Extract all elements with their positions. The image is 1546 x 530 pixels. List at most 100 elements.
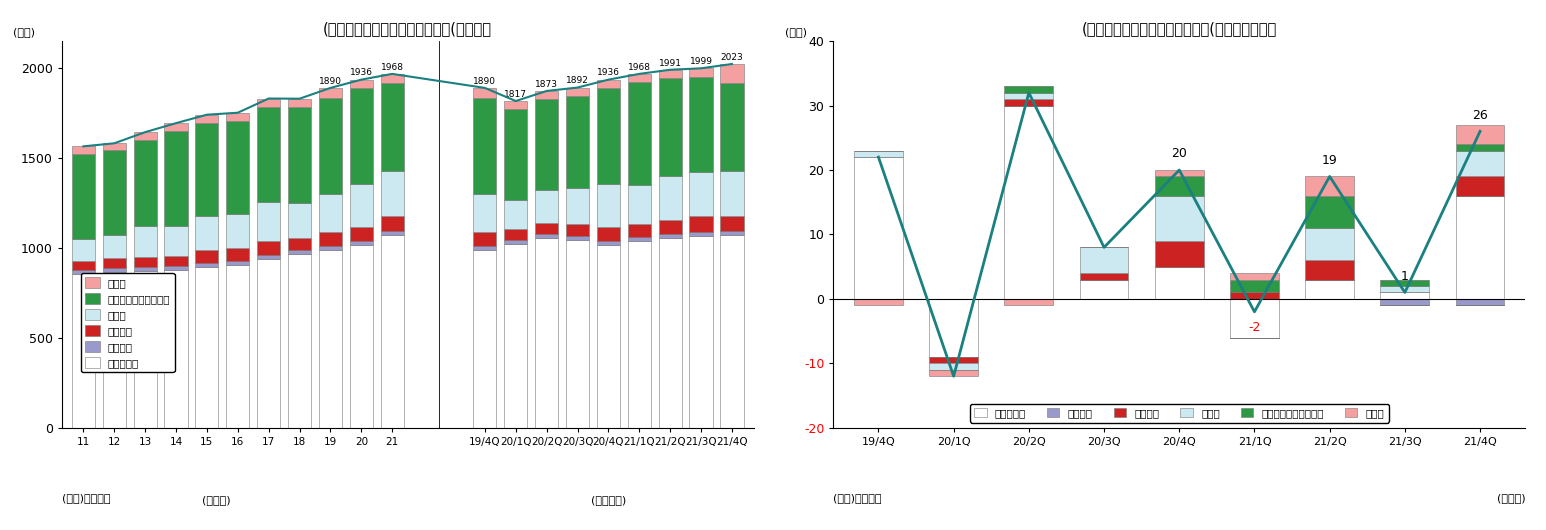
Bar: [473, 194, 496, 233]
Bar: [257, 259, 280, 428]
Title: (図表２）　家計の金融資産増減(フローの動き）: (図表２） 家計の金融資産増減(フローの動き）: [1082, 21, 1277, 36]
Bar: [1456, 144, 1504, 151]
Bar: [102, 235, 125, 258]
Bar: [71, 274, 94, 428]
Text: 1991: 1991: [659, 59, 682, 68]
Bar: [504, 229, 527, 240]
Text: (四半期末): (四半期末): [591, 496, 626, 506]
Bar: [690, 236, 713, 428]
Bar: [597, 241, 620, 245]
Bar: [929, 299, 979, 357]
Bar: [102, 258, 125, 268]
Bar: [133, 132, 156, 140]
Bar: [195, 267, 218, 428]
Text: 1890: 1890: [318, 77, 342, 86]
Bar: [226, 261, 249, 265]
Bar: [1456, 196, 1504, 299]
Text: 1: 1: [1401, 270, 1408, 283]
Bar: [690, 232, 713, 236]
Bar: [380, 231, 404, 235]
Bar: [380, 74, 404, 83]
Bar: [226, 113, 249, 121]
Text: (暦年末): (暦年末): [203, 496, 230, 506]
Text: (四半期): (四半期): [1497, 493, 1526, 503]
Bar: [288, 203, 311, 238]
Bar: [133, 271, 156, 428]
Text: 20: 20: [1172, 147, 1187, 161]
Bar: [566, 87, 589, 95]
Text: (兆円): (兆円): [785, 28, 807, 37]
Bar: [71, 239, 94, 261]
Bar: [535, 238, 558, 428]
Text: 1999: 1999: [690, 57, 713, 66]
Bar: [535, 234, 558, 238]
Bar: [659, 70, 682, 78]
Bar: [349, 89, 373, 183]
Bar: [659, 234, 682, 238]
Bar: [628, 241, 651, 428]
Bar: [473, 98, 496, 194]
Bar: [628, 74, 651, 82]
Bar: [535, 91, 558, 99]
Bar: [1005, 299, 1053, 305]
Bar: [71, 261, 94, 270]
Bar: [1079, 273, 1129, 279]
Bar: [690, 216, 713, 232]
Bar: [628, 237, 651, 241]
Bar: [566, 95, 589, 188]
Bar: [133, 267, 156, 271]
Text: 26: 26: [1472, 109, 1487, 122]
Text: (資料)日本銀行: (資料)日本銀行: [833, 493, 881, 503]
Bar: [257, 107, 280, 201]
Text: -2: -2: [1248, 321, 1260, 334]
Bar: [566, 236, 589, 240]
Bar: [628, 224, 651, 237]
Bar: [535, 190, 558, 223]
Bar: [1381, 299, 1430, 305]
Bar: [597, 245, 620, 428]
Text: 1936: 1936: [349, 68, 373, 77]
Bar: [1005, 86, 1053, 93]
Bar: [349, 241, 373, 245]
Bar: [1305, 279, 1354, 299]
Bar: [257, 99, 280, 107]
Bar: [226, 265, 249, 428]
Bar: [659, 238, 682, 428]
Bar: [929, 364, 979, 370]
Bar: [164, 270, 187, 428]
Text: 19: 19: [1322, 154, 1337, 167]
Bar: [226, 214, 249, 248]
Bar: [1381, 293, 1430, 299]
Bar: [1005, 93, 1053, 99]
Bar: [1305, 260, 1354, 279]
Bar: [628, 82, 651, 184]
Bar: [1456, 299, 1504, 305]
Bar: [288, 254, 311, 428]
Title: (図表１）　家計の金融資産残高(グロス）: (図表１） 家計の金融資産残高(グロス）: [323, 21, 492, 36]
Bar: [1456, 176, 1504, 196]
Bar: [1155, 170, 1204, 176]
Bar: [597, 227, 620, 241]
Bar: [257, 255, 280, 259]
Bar: [288, 107, 311, 203]
Bar: [504, 101, 527, 109]
Bar: [164, 256, 187, 266]
Bar: [380, 171, 404, 216]
Bar: [473, 88, 496, 98]
Bar: [1155, 176, 1204, 196]
Bar: [535, 99, 558, 190]
Bar: [597, 89, 620, 183]
Bar: [473, 246, 496, 250]
Bar: [566, 188, 589, 224]
Bar: [1155, 267, 1204, 299]
Bar: [1231, 279, 1279, 293]
Bar: [659, 176, 682, 220]
Bar: [659, 220, 682, 234]
Bar: [164, 123, 187, 131]
Bar: [504, 200, 527, 229]
Legend: 現金・預金, 債務証券, 投資信託, 株式等, 保険・年金・定額保証, その他: 現金・預金, 債務証券, 投資信託, 株式等, 保険・年金・定額保証, その他: [969, 404, 1388, 422]
Bar: [566, 224, 589, 236]
Bar: [71, 154, 94, 239]
Bar: [318, 194, 342, 233]
Text: (兆円): (兆円): [14, 28, 36, 37]
